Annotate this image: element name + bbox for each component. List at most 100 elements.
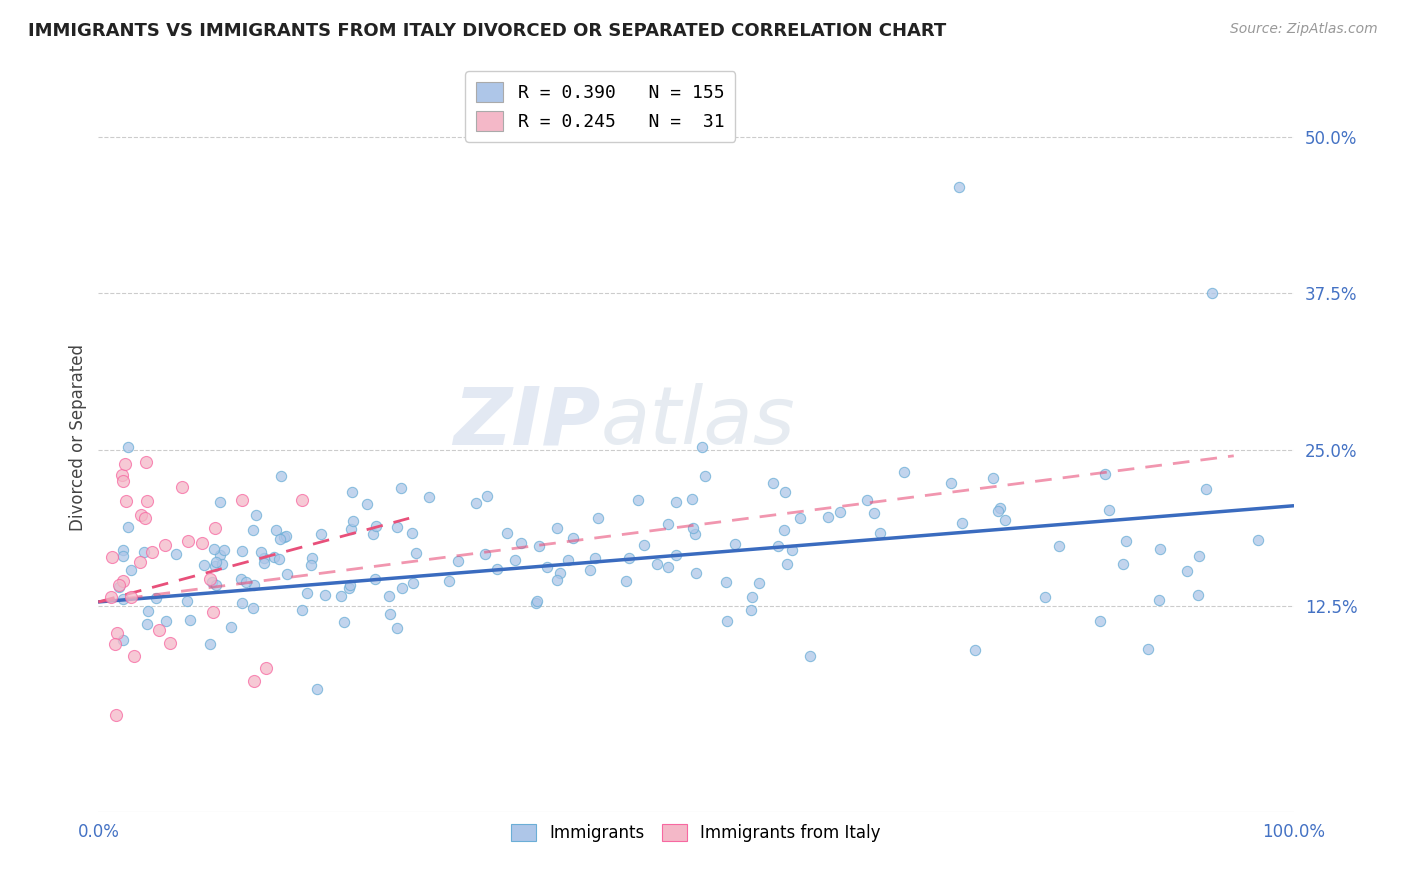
Point: [104, 708, 127, 723]
Point: [242, 523, 264, 537]
Point: [987, 504, 1010, 518]
Point: [988, 501, 1011, 516]
Point: [614, 574, 637, 589]
Point: [202, 542, 225, 557]
Point: [111, 574, 134, 589]
Y-axis label: Divorced or Separated: Divorced or Separated: [69, 343, 87, 531]
Point: [447, 554, 470, 568]
Point: [243, 577, 266, 591]
Point: [893, 465, 915, 479]
Point: [464, 496, 486, 510]
Point: [117, 519, 139, 533]
Point: [191, 536, 214, 550]
Point: [159, 636, 181, 650]
Point: [657, 559, 679, 574]
Point: [299, 558, 322, 572]
Point: [965, 643, 987, 657]
Point: [773, 485, 796, 500]
Point: [208, 495, 231, 509]
Point: [939, 476, 962, 491]
Point: [526, 594, 548, 608]
Point: [665, 495, 688, 509]
Point: [627, 492, 650, 507]
Point: [740, 602, 762, 616]
Point: [135, 493, 157, 508]
Point: [103, 637, 125, 651]
Point: [165, 547, 187, 561]
Point: [1098, 503, 1121, 517]
Point: [212, 542, 235, 557]
Point: [1188, 549, 1211, 564]
Point: [134, 511, 156, 525]
Point: [1175, 564, 1198, 578]
Point: [291, 603, 314, 617]
Point: [741, 590, 763, 604]
Point: [330, 589, 353, 603]
Point: [112, 549, 135, 563]
Point: [198, 637, 221, 651]
Point: [269, 552, 291, 566]
Point: [120, 563, 142, 577]
Point: [389, 481, 412, 495]
Point: [135, 455, 157, 469]
Point: [111, 474, 134, 488]
Point: [1149, 542, 1171, 557]
Point: [948, 180, 970, 194]
Point: [683, 526, 706, 541]
Point: [475, 489, 498, 503]
Point: [111, 632, 134, 647]
Point: [418, 490, 440, 504]
Point: [391, 581, 413, 595]
Point: [295, 586, 318, 600]
Point: [253, 551, 276, 566]
Point: [276, 567, 298, 582]
Point: [579, 563, 602, 577]
Point: [193, 558, 215, 572]
Point: [1246, 533, 1268, 547]
Point: [682, 521, 704, 535]
Text: Source: ZipAtlas.com: Source: ZipAtlas.com: [1230, 22, 1378, 37]
Point: [145, 591, 167, 606]
Point: [495, 526, 517, 541]
Point: [250, 544, 273, 558]
Point: [231, 544, 253, 558]
Point: [115, 494, 138, 508]
Point: [364, 519, 387, 533]
Point: [153, 538, 176, 552]
Point: [748, 576, 770, 591]
Point: [202, 605, 225, 619]
Point: [1195, 482, 1218, 496]
Point: [108, 578, 131, 592]
Point: [270, 469, 292, 483]
Point: [633, 538, 655, 552]
Point: [1033, 590, 1056, 604]
Point: [208, 548, 231, 562]
Point: [201, 575, 224, 590]
Point: [229, 573, 252, 587]
Point: [385, 520, 408, 534]
Point: [273, 530, 295, 544]
Point: [693, 469, 716, 483]
Point: [474, 547, 496, 561]
Point: [716, 614, 738, 628]
Point: [148, 624, 170, 638]
Point: [129, 508, 152, 522]
Point: [274, 529, 297, 543]
Point: [546, 521, 568, 535]
Point: [105, 626, 128, 640]
Point: [724, 537, 747, 551]
Point: [828, 505, 851, 519]
Point: [314, 588, 336, 602]
Point: [994, 513, 1017, 527]
Point: [1137, 642, 1160, 657]
Point: [101, 549, 124, 564]
Point: [361, 526, 384, 541]
Point: [401, 526, 423, 541]
Point: [155, 614, 177, 628]
Point: [100, 590, 122, 604]
Point: [177, 534, 200, 549]
Point: [111, 592, 134, 607]
Point: [1115, 534, 1137, 549]
Point: [269, 532, 291, 546]
Point: [242, 601, 264, 615]
